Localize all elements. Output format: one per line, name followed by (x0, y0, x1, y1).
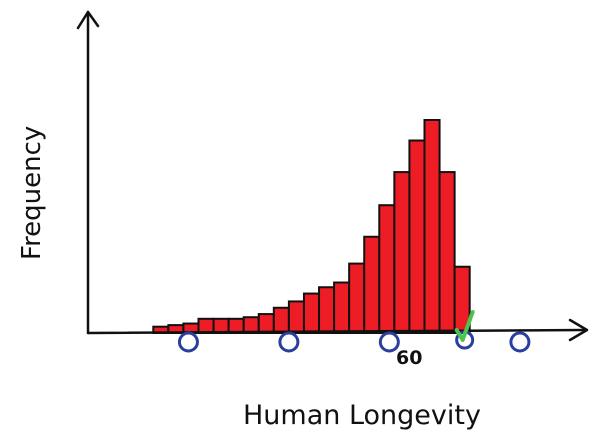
histogram-bar (272, 306, 290, 334)
x-axis-label: Human Longevity (243, 400, 481, 431)
x-tick-label: 60 (396, 347, 422, 369)
x-axis-circle-marker (509, 331, 531, 353)
histogram-bar (348, 262, 366, 335)
histogram-bar (393, 171, 411, 334)
x-axis-markers (177, 310, 531, 353)
histogram-bar (363, 235, 381, 334)
histogram-bar (287, 300, 305, 335)
x-axis-circle-marker (177, 331, 199, 353)
histogram-bar (318, 286, 336, 334)
histogram-bar (333, 281, 351, 334)
histogram-bar (257, 313, 275, 335)
axes (76, 10, 589, 342)
histogram-bar (242, 316, 260, 335)
histogram-bar (408, 139, 426, 334)
y-axis-label: Frequency (17, 126, 47, 260)
x-axis-arrowhead (568, 318, 589, 342)
histogram-bar (212, 317, 230, 334)
x-axis-circle-marker (278, 331, 300, 353)
histogram-bar (378, 204, 396, 334)
histogram-bar (302, 292, 321, 334)
histogram-bars (152, 119, 471, 335)
histogram-bar (423, 119, 441, 334)
check-mark-icon (454, 310, 475, 342)
histogram-bar (197, 317, 215, 334)
histogram-bar (438, 171, 456, 334)
y-axis-arrowhead (76, 10, 100, 30)
x-axis (86, 328, 587, 335)
x-axis-circle-marker (378, 331, 400, 353)
